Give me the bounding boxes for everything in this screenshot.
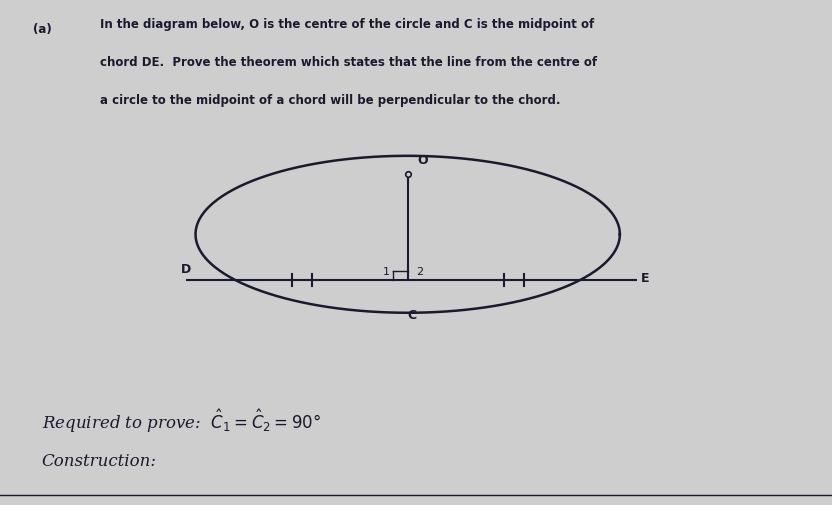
Text: D: D bbox=[181, 262, 191, 275]
Text: C: C bbox=[408, 308, 416, 321]
Text: In the diagram below, O is the centre of the circle and C is the midpoint of: In the diagram below, O is the centre of… bbox=[100, 18, 594, 31]
Text: 2: 2 bbox=[416, 266, 423, 276]
Text: E: E bbox=[641, 271, 649, 284]
Text: Construction:: Construction: bbox=[42, 452, 156, 469]
Text: Required to prove:  $\hat{C}_1 = \hat{C}_2 = 90°$: Required to prove: $\hat{C}_1 = \hat{C}_… bbox=[42, 407, 320, 434]
Text: a circle to the midpoint of a chord will be perpendicular to the chord.: a circle to the midpoint of a chord will… bbox=[100, 93, 560, 107]
Text: (a): (a) bbox=[33, 23, 52, 36]
Text: chord DE.  Prove the theorem which states that the line from the centre of: chord DE. Prove the theorem which states… bbox=[100, 56, 597, 69]
Text: O: O bbox=[418, 154, 428, 167]
Text: 1: 1 bbox=[383, 266, 389, 276]
